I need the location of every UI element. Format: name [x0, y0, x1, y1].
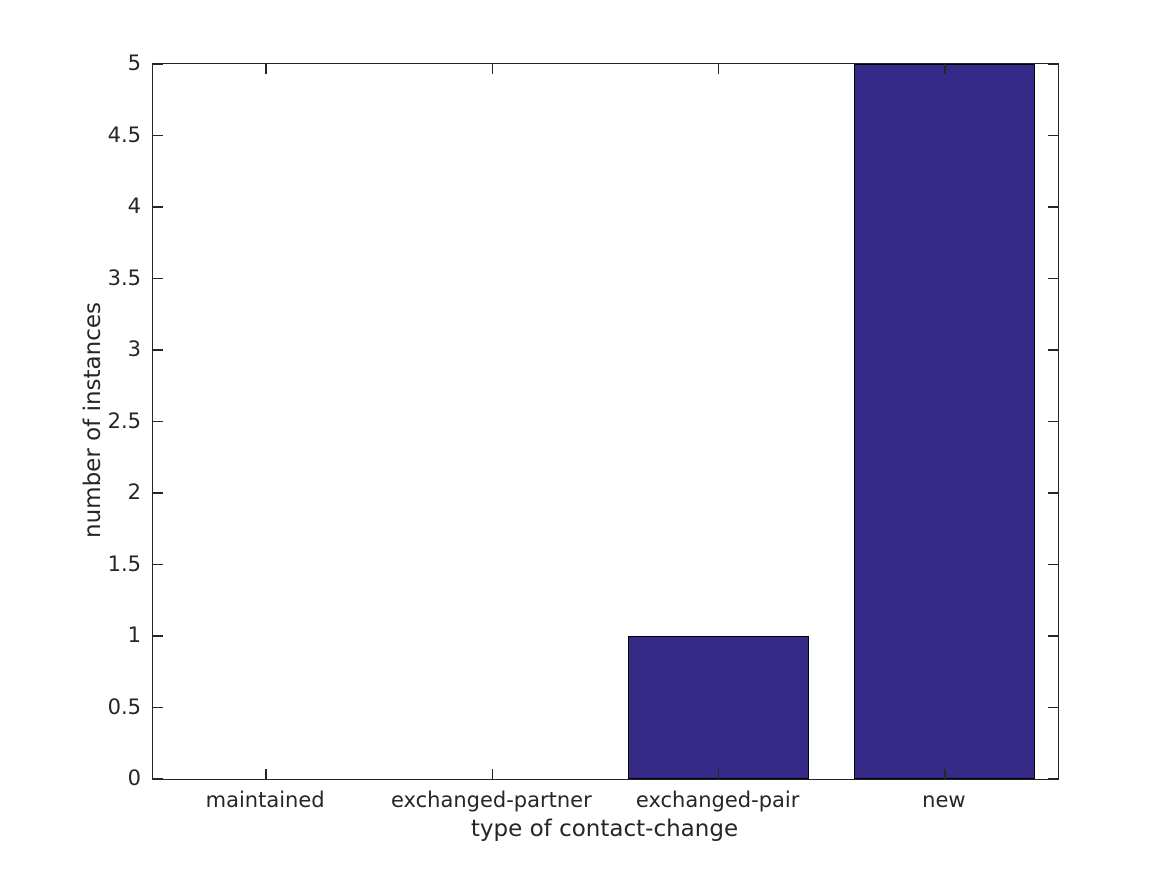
- y-tick-label: 4: [127, 194, 141, 218]
- x-tick-mark-bottom: [265, 769, 267, 779]
- y-tick-label: 2.5: [107, 408, 141, 433]
- y-tick-mark-left: [153, 420, 163, 423]
- x-tick-label-maintained: maintained: [205, 788, 325, 812]
- x-axis-label: type of contact-change: [470, 816, 739, 842]
- y-tick-mark-left: [153, 563, 163, 566]
- y-tick-mark-right: [1048, 63, 1058, 65]
- bar-new: [854, 64, 1036, 779]
- y-tick-label: 4.5: [107, 122, 141, 147]
- x-tick-mark-bottom: [944, 769, 946, 779]
- y-tick-mark-left: [153, 778, 163, 780]
- y-tick-label: 0.5: [107, 694, 141, 719]
- y-tick-mark-left: [153, 635, 163, 637]
- y-tick-mark-right: [1048, 134, 1058, 137]
- y-tick-mark-right: [1048, 706, 1058, 709]
- y-tick-mark-left: [153, 63, 163, 65]
- x-tick-mark-top: [944, 64, 946, 74]
- y-tick-mark-right: [1048, 635, 1058, 637]
- y-tick-label: 0: [127, 766, 141, 790]
- y-tick-label: 3.5: [107, 265, 141, 290]
- y-tick-mark-right: [1048, 778, 1058, 780]
- x-tick-mark-bottom: [491, 769, 494, 779]
- x-tick-mark-bottom: [717, 769, 720, 779]
- y-tick-mark-right: [1048, 492, 1058, 494]
- y-tick-mark-left: [153, 134, 163, 137]
- y-tick-label: 1.5: [107, 551, 141, 576]
- y-axis-label: number of instances: [80, 302, 106, 538]
- y-tick-mark-left: [153, 206, 163, 208]
- y-tick-mark-right: [1048, 277, 1058, 280]
- y-tick-label: 5: [127, 51, 141, 75]
- y-tick-mark-left: [153, 492, 163, 494]
- x-tick-label-exchanged-pair: exchanged-pair: [635, 788, 800, 812]
- bar-exchanged-pair: [628, 636, 810, 779]
- y-tick-mark-left: [153, 277, 163, 280]
- x-tick-mark-top: [265, 64, 267, 74]
- x-tick-label-new: new: [922, 788, 966, 812]
- y-tick-mark-left: [153, 706, 163, 709]
- y-tick-mark-right: [1048, 563, 1058, 566]
- y-tick-label: 1: [127, 623, 141, 647]
- y-tick-mark-left: [153, 349, 163, 351]
- y-tick-label: 3: [127, 337, 141, 361]
- y-tick-mark-right: [1048, 420, 1058, 423]
- x-tick-mark-top: [717, 64, 720, 74]
- y-tick-label: 2: [127, 480, 141, 504]
- plot-area: [152, 63, 1059, 780]
- x-tick-mark-top: [491, 64, 494, 74]
- x-tick-label-exchanged-partner: exchanged-partner: [391, 788, 592, 812]
- y-tick-mark-right: [1048, 349, 1058, 351]
- y-tick-mark-right: [1048, 206, 1058, 208]
